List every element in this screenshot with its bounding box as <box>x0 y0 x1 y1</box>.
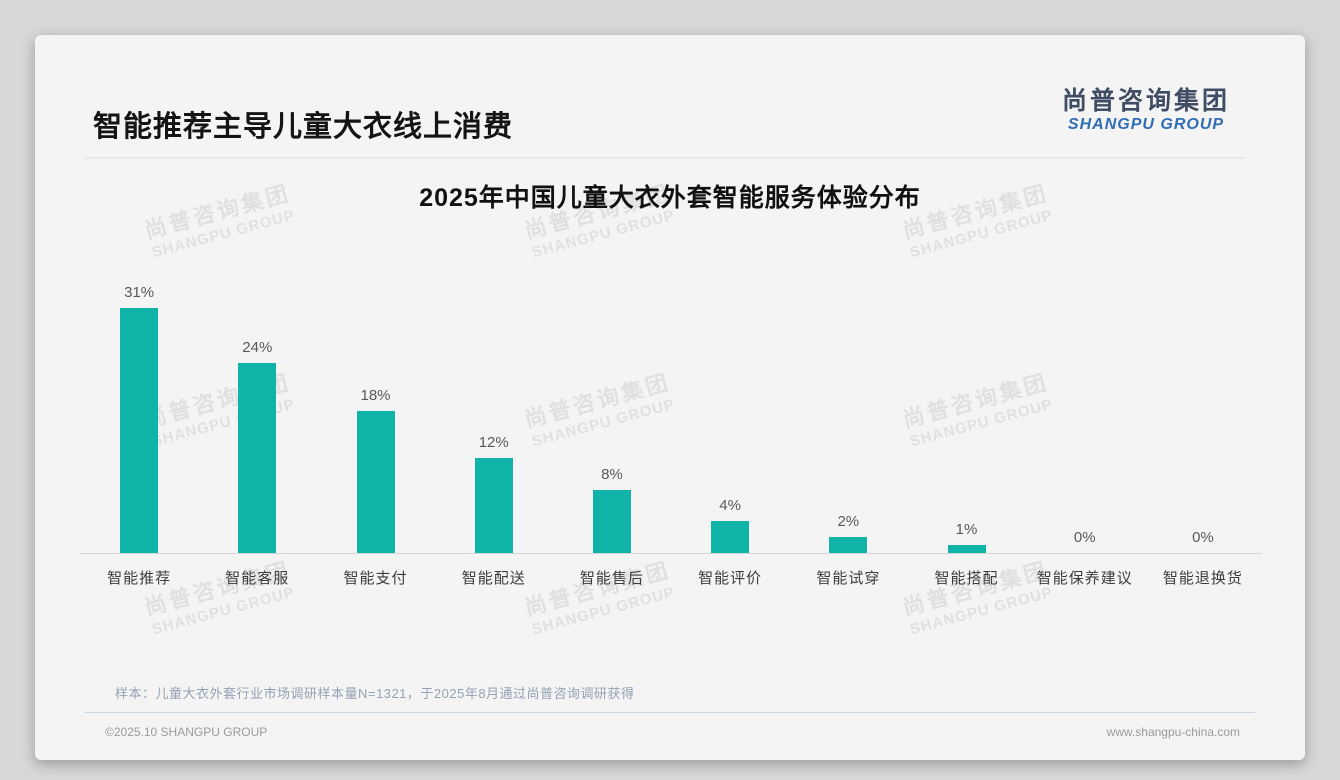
bar-chart-category-axis: 智能推荐 智能客服 智能支付 智能配送 智能售后 智能评价 智能试穿 智能搭配 智能保养建议 智能… <box>80 554 1262 588</box>
bar-slot: 4% <box>671 497 789 553</box>
page-title: 智能推荐主导儿童大衣线上消费 <box>93 111 514 143</box>
footer: ©2025.10 SHANGPU GROUP www.shangpu-china… <box>85 719 1255 760</box>
bar-chart-plot-area: 31% 24% 18% 12% 8% 4% 2% 1% 0% 0% <box>80 275 1262 554</box>
copyright-text: ©2025.10 SHANGPU GROUP <box>105 725 268 739</box>
bar-slot: 18% <box>316 387 434 553</box>
bar-value-label: 8% <box>601 466 623 483</box>
brand-logo-en: SHANGPU GROUP <box>1067 115 1225 133</box>
bar <box>120 308 159 553</box>
bar <box>592 490 631 553</box>
category-label: 智能评价 <box>698 570 763 587</box>
bar-slot: 1% <box>907 521 1025 553</box>
header: 智能推荐主导儿童大衣线上消费 尚普咨询集团 SHANGPU GROUP <box>85 87 1245 159</box>
bar-value-label: 1% <box>955 521 978 538</box>
bar-slot: 8% <box>553 466 671 553</box>
sample-note: 样本：儿童大衣外套行业市场调研样本量N=1321，于2025年8月通过尚普咨询调… <box>115 686 635 701</box>
watermark-en: SHANGPU GROUP <box>150 583 297 638</box>
category-label: 智能支付 <box>343 570 408 587</box>
bar-slot: 24% <box>198 339 316 553</box>
footer-divider <box>85 712 1255 713</box>
chart-title: 2025年中国儿童大衣外套智能服务体验分布 <box>419 184 921 212</box>
watermark-en: SHANGPU GROUP <box>530 583 677 638</box>
brand-logo-cn: 尚普咨询集团 <box>1061 87 1230 115</box>
bar <box>947 545 986 553</box>
bar-value-label: 2% <box>837 513 860 530</box>
bar-value-label: 0% <box>1073 529 1096 546</box>
bar <box>711 521 750 553</box>
bar-slot: 0% <box>1144 529 1262 553</box>
bar-value-label: 24% <box>242 339 273 356</box>
bar-value-label: 31% <box>124 284 155 301</box>
website-text: www.shangpu-china.com <box>1106 725 1240 739</box>
category-label: 智能搭配 <box>934 570 999 587</box>
bar-slot: 0% <box>1026 529 1144 553</box>
category-label: 智能退换货 <box>1162 570 1243 587</box>
bar-slot: 31% <box>80 284 198 553</box>
category-label: 智能客服 <box>225 570 290 587</box>
bar <box>474 458 513 553</box>
bar-slot: 12% <box>435 434 553 553</box>
category-label: 智能推荐 <box>107 570 172 587</box>
report-card: 智能推荐主导儿童大衣线上消费 尚普咨询集团 SHANGPU GROUP 尚普咨询… <box>35 35 1305 760</box>
bar <box>356 411 395 553</box>
bar <box>238 363 277 553</box>
brand-logo: 尚普咨询集团 SHANGPU GROUP <box>1062 87 1230 134</box>
category-label: 智能试穿 <box>816 570 881 587</box>
bar-value-label: 18% <box>360 387 391 404</box>
category-label: 智能售后 <box>579 570 644 587</box>
category-label: 智能配送 <box>461 570 526 587</box>
watermark-en: SHANGPU GROUP <box>908 583 1055 638</box>
bar-value-label: 0% <box>1192 529 1214 546</box>
bar <box>829 537 868 553</box>
bar-value-label: 4% <box>719 497 741 514</box>
category-label: 智能保养建议 <box>1036 570 1133 587</box>
bar-slot: 2% <box>789 513 907 553</box>
bar-value-label: 12% <box>478 434 509 451</box>
